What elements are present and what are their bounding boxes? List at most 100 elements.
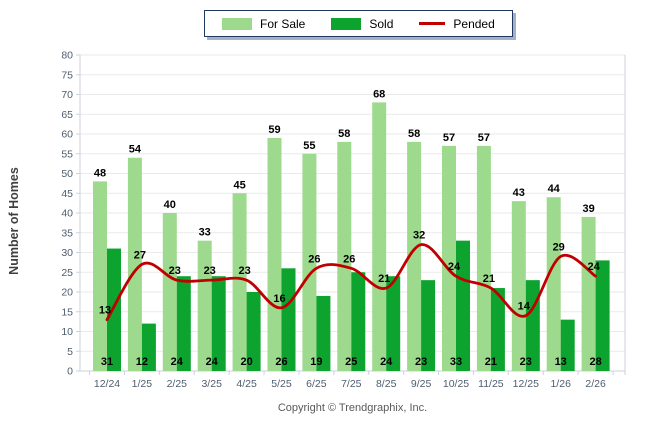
- bar-for-sale[interactable]: [232, 193, 247, 371]
- bar-for-sale[interactable]: [337, 141, 352, 371]
- for-sale-value-label: 40: [164, 199, 176, 211]
- bar-sold[interactable]: [316, 295, 331, 371]
- legend-item-for-sale: For Sale: [222, 17, 305, 31]
- bar-sold[interactable]: [141, 323, 156, 371]
- x-tick-label: 2/26: [585, 378, 606, 390]
- for-sale-value-label: 68: [373, 88, 385, 100]
- x-tick-label: 4/25: [236, 378, 257, 390]
- for-sale-value-label: 57: [443, 132, 455, 144]
- pended-value-label: 29: [553, 241, 565, 253]
- x-tick-label: 11/25: [478, 378, 504, 390]
- pended-value-label: 26: [343, 253, 355, 265]
- bar-sold[interactable]: [421, 280, 436, 371]
- bar-for-sale[interactable]: [476, 145, 491, 371]
- bar-for-sale[interactable]: [267, 137, 282, 371]
- y-tick-label: 30: [61, 247, 73, 259]
- sold-value-label: 25: [345, 356, 357, 368]
- pended-value-label: 23: [238, 265, 250, 277]
- sold-value-label: 20: [240, 356, 252, 368]
- sold-value-label: 24: [171, 356, 184, 368]
- for-sale-value-label: 57: [478, 132, 490, 144]
- bar-for-sale[interactable]: [302, 153, 317, 371]
- pended-value-label: 24: [587, 261, 600, 273]
- x-tick-label: 7/25: [341, 378, 362, 390]
- bar-for-sale[interactable]: [197, 240, 212, 371]
- bar-for-sale[interactable]: [162, 213, 177, 371]
- sold-value-label: 24: [206, 356, 219, 368]
- legend-item-sold: Sold: [331, 17, 393, 31]
- pended-value-label: 23: [204, 265, 216, 277]
- sold-swatch-icon: [331, 17, 362, 30]
- bar-sold[interactable]: [176, 276, 191, 371]
- sold-value-label: 33: [450, 356, 462, 368]
- bar-sold[interactable]: [560, 319, 575, 371]
- y-tick-label: 50: [61, 168, 73, 180]
- bar-sold[interactable]: [456, 240, 470, 371]
- sold-value-label: 23: [520, 356, 532, 368]
- pended-value-label: 21: [483, 273, 495, 285]
- legend-label-for-sale: For Sale: [260, 16, 306, 31]
- bar-for-sale[interactable]: [372, 102, 387, 372]
- pended-value-label: 24: [448, 261, 461, 273]
- sold-value-label: 28: [589, 356, 601, 368]
- pended-value-label: 16: [273, 293, 285, 305]
- y-tick-label: 0: [67, 366, 73, 378]
- bar-sold[interactable]: [490, 288, 505, 371]
- y-tick-label: 45: [61, 188, 73, 200]
- pended-value-label: 13: [99, 305, 111, 317]
- bar-for-sale[interactable]: [511, 201, 526, 371]
- legend-item-pended: Pended: [419, 16, 495, 31]
- for-sale-value-label: 58: [408, 128, 420, 140]
- bar-sold[interactable]: [107, 248, 121, 371]
- pended-line-swatch-icon: [419, 22, 446, 25]
- y-tick-label: 40: [61, 208, 73, 220]
- bar-for-sale[interactable]: [546, 197, 561, 371]
- y-tick-label: 80: [61, 50, 73, 62]
- bar-sold[interactable]: [211, 276, 226, 371]
- bar-for-sale[interactable]: [127, 157, 142, 371]
- x-tick-label: 6/25: [306, 378, 327, 390]
- bar-for-sale[interactable]: [442, 145, 456, 371]
- for-sale-value-label: 43: [513, 187, 525, 199]
- bar-sold[interactable]: [595, 260, 610, 371]
- y-tick-label: 25: [61, 267, 73, 279]
- bar-sold[interactable]: [386, 276, 401, 371]
- bar-for-sale[interactable]: [407, 141, 422, 371]
- for-sale-value-label: 45: [233, 179, 245, 191]
- bar-for-sale[interactable]: [93, 181, 107, 371]
- y-tick-label: 60: [61, 129, 73, 141]
- y-tick-label: 70: [61, 89, 73, 101]
- x-tick-label: 8/25: [376, 378, 397, 390]
- x-tick-label: 5/25: [271, 378, 292, 390]
- bar-sold[interactable]: [351, 272, 366, 371]
- pended-value-label: 27: [134, 249, 146, 261]
- pended-value-label: 26: [308, 253, 320, 265]
- for-sale-value-label: 58: [338, 128, 350, 140]
- y-tick-label: 35: [61, 227, 73, 239]
- x-tick-label: 12/24: [94, 378, 120, 390]
- for-sale-value-label: 33: [199, 227, 211, 239]
- pended-value-label: 23: [169, 265, 181, 277]
- pended-line: [105, 243, 597, 322]
- sold-value-label: 26: [275, 356, 287, 368]
- legend-label-pended: Pended: [453, 16, 495, 31]
- x-tick-label: 9/25: [411, 378, 432, 390]
- legend-label-sold: Sold: [369, 16, 394, 31]
- for-sale-swatch-icon: [222, 17, 252, 30]
- y-tick-label: 65: [61, 109, 73, 121]
- bar-for-sale[interactable]: [581, 216, 596, 371]
- bar-sold[interactable]: [246, 292, 261, 371]
- for-sale-value-label: 59: [268, 124, 280, 136]
- x-tick-label: 1/26: [550, 378, 571, 390]
- y-tick-label: 75: [61, 69, 73, 81]
- chart-legend: For Sale Sold Pended: [204, 10, 513, 37]
- bar-sold[interactable]: [281, 268, 296, 371]
- for-sale-value-label: 54: [129, 144, 142, 156]
- sold-value-label: 19: [310, 356, 322, 368]
- sold-value-label: 23: [415, 356, 427, 368]
- sold-value-label: 13: [555, 356, 567, 368]
- x-tick-label: 2/25: [167, 378, 188, 390]
- pended-value-label: 32: [413, 230, 425, 242]
- pended-value-label: 21: [378, 273, 390, 285]
